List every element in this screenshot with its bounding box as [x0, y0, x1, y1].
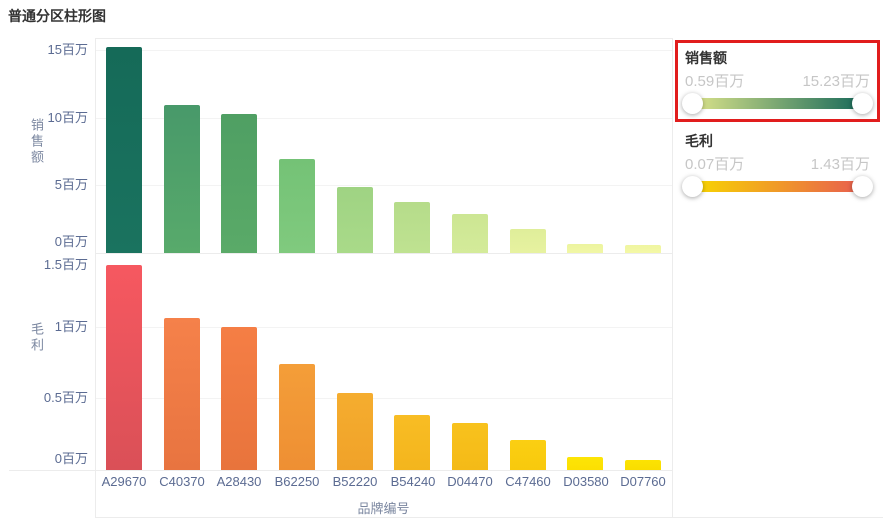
- bar-销售额-B54240[interactable]: [394, 202, 430, 253]
- legend-sales-title: 销售额: [685, 50, 727, 66]
- profit-gradient-track[interactable]: [692, 181, 863, 192]
- yaxis-title-sales: 销售额: [29, 118, 44, 166]
- bar-销售额-A29670[interactable]: [106, 47, 142, 253]
- gridline: [96, 185, 672, 186]
- xtick-label: A28430: [216, 474, 262, 489]
- ytick-label: 0百万: [54, 234, 88, 249]
- gridline: [96, 118, 672, 119]
- xaxis-baseline: [9, 470, 672, 471]
- bar-毛利-D07760[interactable]: [625, 460, 661, 470]
- ytick-label: 1.5百万: [43, 257, 88, 272]
- bar-毛利-B62250[interactable]: [279, 364, 315, 470]
- sales-gradient-track[interactable]: [692, 98, 863, 109]
- legend-profit-title: 毛利: [685, 133, 713, 149]
- bar-销售额-C47460[interactable]: [510, 229, 546, 253]
- bar-销售额-B62250[interactable]: [279, 159, 315, 253]
- xtick-label: C47460: [505, 474, 551, 489]
- xaxis-title: 品牌编号: [357, 501, 410, 516]
- xtick-label: C40370: [159, 474, 205, 489]
- profit-max-handle[interactable]: [852, 176, 873, 197]
- gridline: [96, 50, 672, 51]
- legend-block-sales[interactable]: 销售额 0.59百万 15.23百万: [675, 40, 880, 122]
- gridline: [96, 398, 672, 399]
- legend-profit-slider[interactable]: [682, 176, 873, 197]
- bar-毛利-D03580[interactable]: [567, 457, 603, 470]
- bar-毛利-C40370[interactable]: [164, 318, 200, 470]
- bar-毛利-C47460[interactable]: [510, 440, 546, 470]
- xtick-label: D04470: [447, 474, 493, 489]
- ytick-label: 1百万: [54, 319, 88, 334]
- bar-毛利-A28430[interactable]: [221, 327, 257, 470]
- page-title: 普通分区柱形图: [8, 8, 106, 24]
- bar-销售额-D07760[interactable]: [625, 245, 661, 253]
- legend-sales-min: 0.59百万: [685, 73, 745, 90]
- ytick-label: 10百万: [47, 110, 88, 125]
- bar-毛利-A29670[interactable]: [106, 265, 142, 470]
- gridline: [96, 327, 672, 328]
- xtick-label: B54240: [390, 474, 436, 489]
- xtick-label: D03580: [563, 474, 609, 489]
- panel-divider: [95, 253, 672, 254]
- sales-max-handle[interactable]: [852, 93, 873, 114]
- xtick-label: B52220: [332, 474, 378, 489]
- sales-min-handle[interactable]: [682, 93, 703, 114]
- plot-border-top: [95, 38, 672, 39]
- xtick-label: D07760: [620, 474, 666, 489]
- plot-border-bottom: [95, 517, 883, 518]
- ytick-label: 5百万: [54, 177, 88, 192]
- yaxis-title-profit: 毛利: [29, 322, 44, 354]
- bar-毛利-B54240[interactable]: [394, 415, 430, 470]
- bar-销售额-C40370[interactable]: [164, 105, 200, 253]
- legend-block-profit[interactable]: 毛利 0.07百万 1.43百万: [675, 123, 880, 205]
- bar-销售额-D03580[interactable]: [567, 244, 603, 253]
- bar-毛利-D04470[interactable]: [452, 423, 488, 470]
- ytick-label: 15百万: [47, 42, 88, 57]
- plot-border-right: [672, 38, 673, 517]
- ytick-label: 0.5百万: [43, 390, 88, 405]
- bar-销售额-D04470[interactable]: [452, 214, 488, 253]
- bar-毛利-B52220[interactable]: [337, 393, 373, 470]
- plot-border-left: [95, 38, 96, 517]
- xtick-label: B62250: [274, 474, 320, 489]
- xtick-label: A29670: [101, 474, 147, 489]
- legend-sales-max: 15.23百万: [802, 73, 870, 90]
- profit-min-handle[interactable]: [682, 176, 703, 197]
- ytick-label: 0百万: [54, 451, 88, 466]
- legend-profit-min: 0.07百万: [685, 156, 745, 173]
- legend-sales-slider[interactable]: [682, 93, 873, 114]
- bar-销售额-B52220[interactable]: [337, 187, 373, 253]
- bar-销售额-A28430[interactable]: [221, 114, 257, 253]
- legend-profit-max: 1.43百万: [810, 156, 870, 173]
